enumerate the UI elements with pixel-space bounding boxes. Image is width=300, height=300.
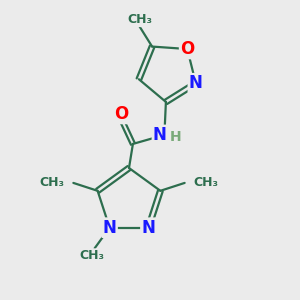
Text: CH₃: CH₃ — [79, 249, 104, 262]
Text: N: N — [189, 74, 203, 92]
Text: O: O — [180, 40, 194, 58]
Text: N: N — [153, 126, 167, 144]
Text: H: H — [170, 130, 182, 144]
Text: N: N — [103, 219, 116, 237]
Text: CH₃: CH₃ — [127, 13, 152, 26]
Text: O: O — [114, 105, 128, 123]
Text: N: N — [142, 219, 155, 237]
Text: CH₃: CH₃ — [193, 176, 218, 189]
Text: CH₃: CH₃ — [39, 176, 64, 189]
